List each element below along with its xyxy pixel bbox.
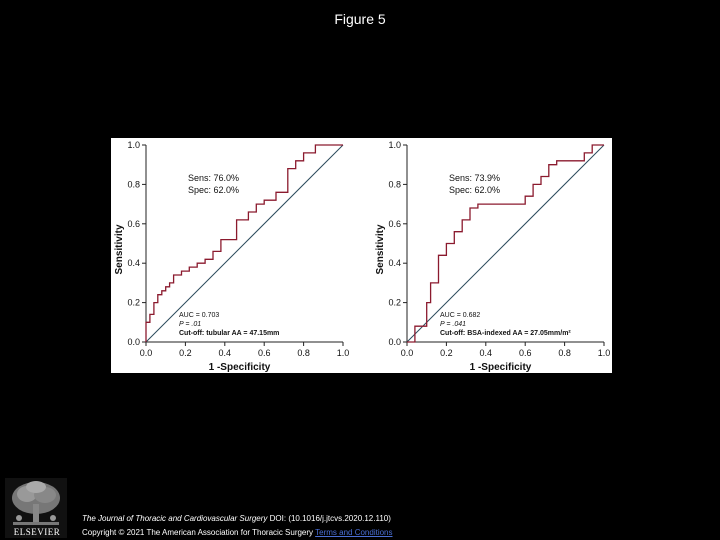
chart1-y-tick-label: 0.4 [127, 258, 140, 268]
chart1-y-tick-label: 0.0 [127, 337, 140, 347]
chart1-x-tick-label: 0.4 [219, 348, 232, 358]
elsevier-tree-logo [5, 478, 67, 538]
chart2-sens-label: Sens: 73.9% [449, 173, 500, 183]
chart1-auc-label: AUC = 0.703 [179, 312, 219, 319]
chart1-spec-label: Spec: 62.0% [188, 185, 239, 195]
copyright: Copyright © 2021 The American Associatio… [82, 528, 393, 537]
publisher-logo-text: ELSEVIER [13, 527, 61, 537]
copyright-text: Copyright © 2021 The American Associatio… [82, 528, 316, 537]
chart2-y-tick-label: 1.0 [388, 140, 401, 150]
chart2-y-axis-label: Sensitivity [375, 224, 386, 274]
chart2-x-tick-label: 0.6 [519, 348, 532, 358]
chart2-y-tick-label: 0.0 [388, 337, 401, 347]
chart2-x-tick-label: 0.0 [401, 348, 414, 358]
terms-and-conditions-link[interactable]: Terms and Conditions [315, 528, 393, 537]
chart2-roc-curve [407, 144, 604, 343]
chart2-x-axis-label: 1 -Specificity [470, 362, 532, 373]
chart1-y-tick-label: 1.0 [127, 140, 140, 150]
chart1-y-axis-label: Sensitivity [114, 224, 125, 274]
chart1-x-tick-label: 0.8 [297, 348, 310, 358]
chart2-auc-label: AUC = 0.682 [440, 312, 480, 319]
chart1-reference-diagonal [145, 144, 344, 343]
chart2-x-tick-label: 0.2 [440, 348, 453, 358]
figure-panel: 0.0 0.2 0.4 0.6 0.8 1.0 0.0 0.2 0.4 0.6 0.8 1.0 1 -S… [111, 138, 612, 373]
chart2-reference-diagonal [406, 144, 605, 343]
chart2-y-tick-label: 0.4 [388, 258, 401, 268]
chart2-x-tick-label: 1.0 [598, 348, 611, 358]
chart2-x-tick-label: 0.8 [558, 348, 571, 358]
chart2-x-tick-label: 0.4 [480, 348, 493, 358]
chart2-spec-label: Spec: 62.0% [449, 185, 500, 195]
chart1-x-axis-label: 1 -Specificity [209, 362, 271, 373]
chart2-p-label: P = .041 [440, 321, 466, 328]
chart1-x-tick-label: 0.2 [179, 348, 192, 358]
chart2-y-tick-label: 0.6 [388, 219, 401, 229]
citation: The Journal of Thoracic and Cardiovascul… [82, 514, 391, 523]
roc-charts: 0.0 0.2 0.4 0.6 0.8 1.0 0.0 0.2 0.4 0.6 0.8 1.0 1 -S… [114, 140, 611, 373]
chart2-y-tick-label: 0.8 [388, 179, 401, 189]
chart1-cutoff-label: Cut-off: tubular AA = 47.15mm [179, 330, 279, 337]
chart1-x-tick-label: 0.6 [258, 348, 271, 358]
chart1-roc-curve [145, 144, 343, 342]
chart1-y-tick-label: 0.8 [127, 179, 140, 189]
page-title: Figure 5 [334, 11, 386, 27]
chart2-cutoff-label: Cut-off: BSA-indexed AA = 27.05mm/m² [440, 330, 571, 337]
chart1-x-tick-label: 0.0 [140, 348, 153, 358]
chart1-y-tick-label: 0.6 [127, 219, 140, 229]
journal-name: The Journal of Thoracic and Cardiovascul… [82, 514, 268, 523]
chart2-y-tick-label: 0.2 [388, 298, 401, 308]
doi: DOI: (10.1016/j.jtcvs.2020.12.110) [267, 514, 391, 523]
chart1-y-tick-label: 0.2 [127, 298, 140, 308]
chart1-x-tick-label: 1.0 [337, 348, 350, 358]
chart1-p-label: P = .01 [179, 321, 201, 328]
chart1-sens-label: Sens: 76.0% [188, 173, 239, 183]
